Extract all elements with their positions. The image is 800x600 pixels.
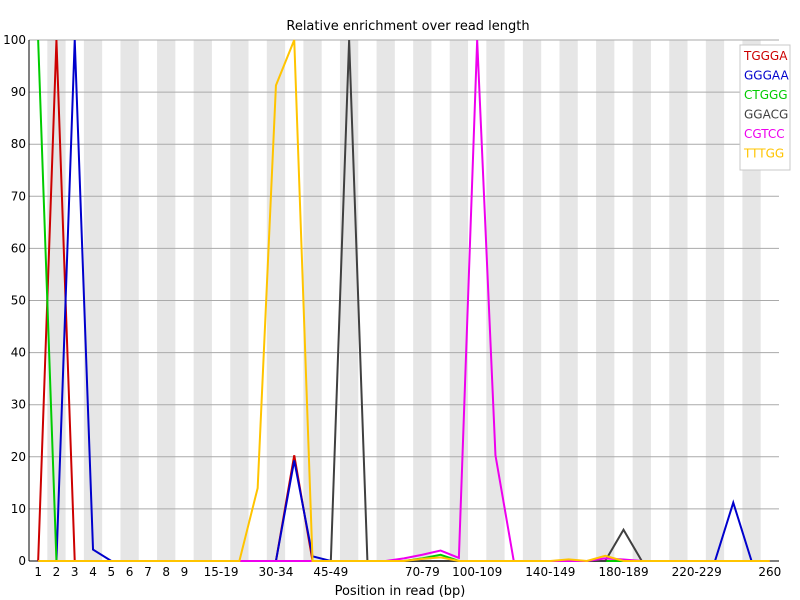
x-tick-label: 9	[181, 565, 189, 579]
x-tick-label: 180-189	[598, 565, 648, 579]
x-tick-label: 6	[126, 565, 134, 579]
y-tick-label: 40	[11, 346, 26, 360]
x-tick-label: 1	[34, 565, 42, 579]
x-tick-labels: 1 2 3 4 5 6 7 8 9 15-19 30-34 45-49 70-79 100-109 140-…	[34, 565, 781, 579]
legend-item-ggacg: GGACG	[744, 108, 788, 122]
legend-item-gggaa: GGGAA	[744, 69, 789, 83]
x-tick-label: 3	[71, 565, 79, 579]
y-tick-label: 90	[11, 85, 26, 99]
legend: TGGGA GGGAA CTGGG GGACG CGTCC TTTGG	[739, 44, 791, 171]
x-tick-label: 100-109	[452, 565, 502, 579]
y-tick-label: 80	[11, 137, 26, 151]
y-tick-label: 0	[18, 554, 26, 568]
y-tick-label: 10	[11, 502, 26, 516]
x-tick-label: 8	[162, 565, 170, 579]
legend-box	[739, 44, 791, 171]
series-line-tttgg	[38, 39, 770, 563]
x-tick-label: 15-19	[204, 565, 239, 579]
y-tick-label: 100	[3, 33, 26, 47]
gridlines	[29, 39, 779, 562]
x-tick-label: 7	[144, 565, 152, 579]
x-tick-label: 2	[53, 565, 61, 579]
x-tick-label: 30-34	[259, 565, 294, 579]
chart-title: Relative enrichment over read length	[286, 19, 529, 34]
x-tick-label: 5	[107, 565, 115, 579]
x-tick-label: 220-229	[672, 565, 722, 579]
legend-item-ctggg: CTGGG	[744, 88, 788, 102]
x-tick-label: 260	[758, 565, 781, 579]
data-series	[37, 39, 770, 563]
x-axis-label: Position in read (bp)	[335, 584, 466, 599]
y-tick-label: 20	[11, 450, 26, 464]
legend-item-cgtcc: CGTCC	[744, 127, 785, 141]
x-tick-label: 140-149	[525, 565, 575, 579]
y-tick-label: 30	[11, 398, 26, 412]
x-tick-label: 45-49	[313, 565, 348, 579]
x-tick-label: 4	[89, 565, 97, 579]
x-tick-label: 70-79	[405, 565, 440, 579]
y-tick-label: 50	[11, 294, 26, 308]
y-tick-label: 70	[11, 189, 26, 203]
legend-item-tttgg: TTTGG	[743, 147, 784, 161]
y-tick-labels: 0 10 20 30 40 50 60 70 80 90 100	[3, 33, 26, 568]
y-tick-label: 60	[11, 241, 26, 255]
legend-item-tggga: TGGGA	[743, 49, 788, 63]
